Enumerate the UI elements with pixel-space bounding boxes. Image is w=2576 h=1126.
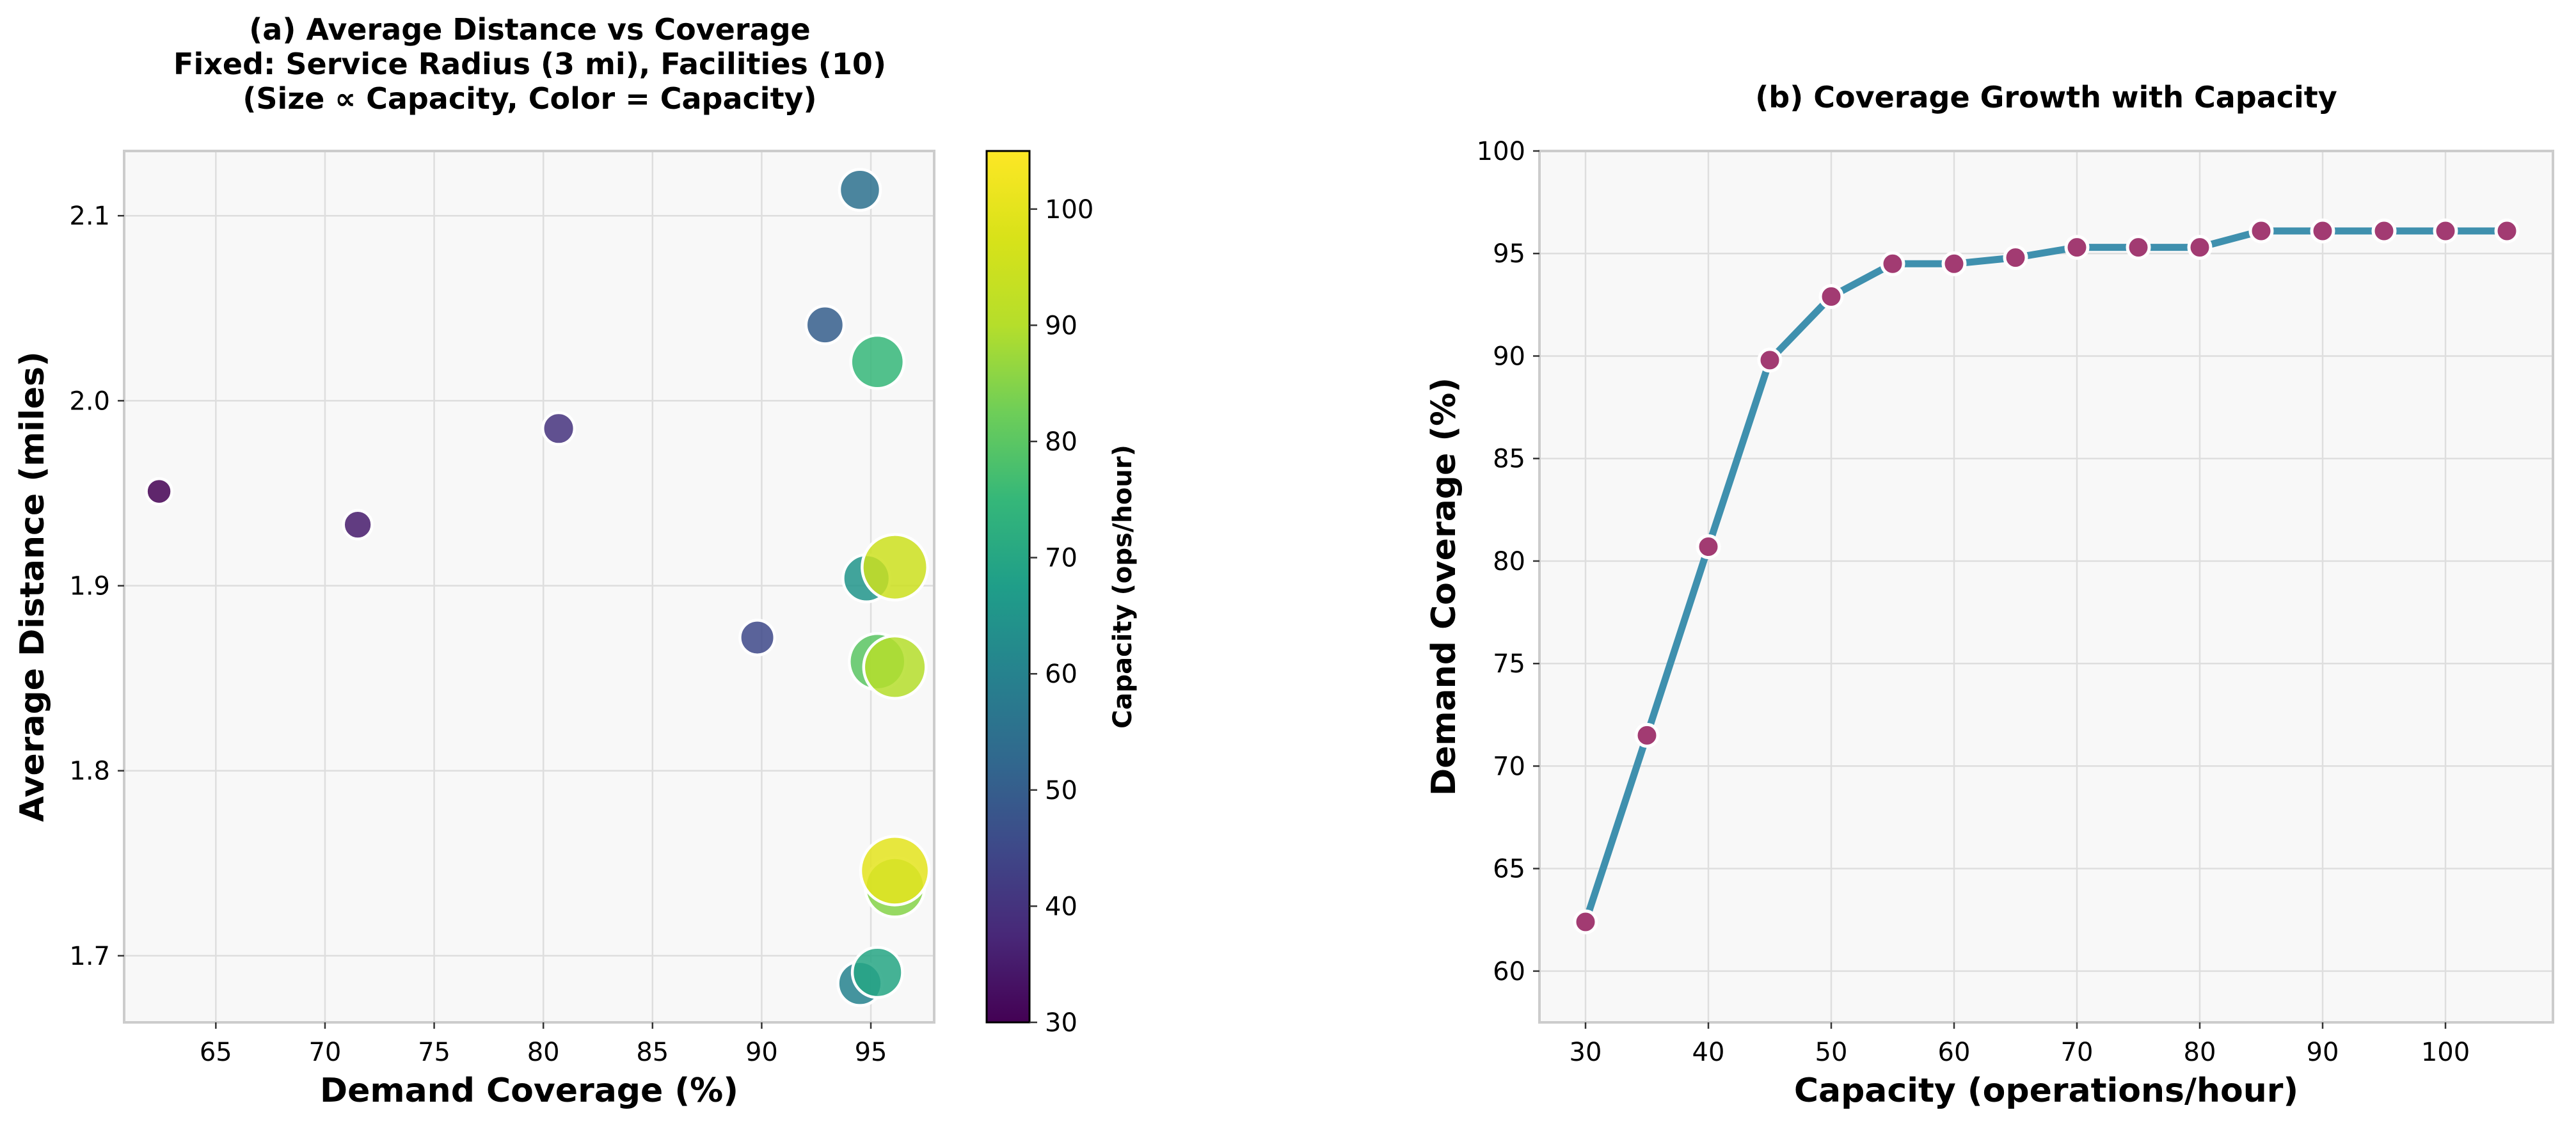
coverage-marker bbox=[2371, 218, 2397, 244]
panel-a-y-tick-label: 1.9 bbox=[69, 572, 110, 601]
scatter-point bbox=[738, 619, 777, 656]
panel-a-title-line-3: (Size ∝ Capacity, Color = Capacity) bbox=[242, 81, 816, 116]
scatter-point bbox=[804, 304, 846, 345]
panel-b-title: (b) Coverage Growth with Capacity bbox=[1755, 80, 2337, 115]
panel-b-y-tick-label: 60 bbox=[1493, 957, 1525, 987]
scatter-point bbox=[859, 835, 931, 907]
panel-b-y-tick-label: 85 bbox=[1493, 445, 1525, 474]
panel-b-x-tick-label: 80 bbox=[2184, 1038, 2216, 1067]
panel-a-x-tick-label: 90 bbox=[745, 1038, 778, 1067]
coverage-marker bbox=[2187, 235, 2213, 260]
coverage-marker bbox=[1941, 251, 1967, 276]
colorbar-tick-label: 70 bbox=[1045, 544, 1077, 573]
colorbar-tick-label: 60 bbox=[1045, 660, 1077, 689]
panel-b-y-tick-label: 65 bbox=[1493, 855, 1525, 884]
scatter-point bbox=[861, 533, 930, 602]
panel-a-x-tick-label: 80 bbox=[527, 1038, 560, 1067]
panel-b-series bbox=[1573, 218, 2520, 935]
panel-a-points bbox=[145, 168, 931, 1007]
coverage-marker bbox=[2126, 235, 2151, 260]
panel-b-y-tick-label: 95 bbox=[1493, 239, 1525, 269]
panel-b-x-tick-label: 70 bbox=[2061, 1038, 2094, 1067]
panel-a-y-tick-label: 1.7 bbox=[69, 942, 110, 971]
panel-a-ticks: 65 70 75 80 85 90 95 1.7 1.8 1.9 2.0 2.1 bbox=[69, 202, 887, 1067]
coverage-marker bbox=[2248, 218, 2274, 244]
scatter-point bbox=[849, 333, 906, 390]
coverage-marker bbox=[2310, 218, 2335, 244]
panel-b-x-tick-label: 40 bbox=[1692, 1038, 1725, 1067]
scatter-point bbox=[145, 477, 173, 506]
coverage-marker bbox=[2064, 235, 2090, 260]
panel-b-frame bbox=[1538, 150, 2554, 1024]
panel-b-x-tick-label: 90 bbox=[2307, 1038, 2339, 1067]
panel-b-y-tick-label: 100 bbox=[1477, 137, 1525, 166]
panel-b: (b) Coverage Growth with Capacity 30 40 50… bbox=[1425, 80, 2554, 1110]
coverage-marker bbox=[1880, 251, 1905, 276]
panel-a-x-tick-label: 75 bbox=[418, 1038, 450, 1067]
colorbar-tick-label: 30 bbox=[1045, 1008, 1077, 1038]
panel-a: (a) Average Distance vs Coverage Fixed: … bbox=[13, 12, 1138, 1110]
colorbar-tick-label: 100 bbox=[1045, 195, 1093, 225]
colorbar-tick-label: 40 bbox=[1045, 892, 1077, 921]
scatter-point bbox=[850, 946, 904, 999]
panel-a-x-tick-label: 70 bbox=[308, 1038, 341, 1067]
coverage-marker bbox=[1573, 909, 1598, 935]
panel-b-y-tick-label: 90 bbox=[1493, 342, 1525, 371]
panel-a-x-tick-label: 85 bbox=[636, 1038, 669, 1067]
colorbar-label: Capacity (ops/hour) bbox=[1108, 445, 1138, 729]
scatter-point bbox=[838, 168, 882, 212]
panel-b-y-tick-label: 70 bbox=[1493, 752, 1525, 781]
panel-b-x-tick-label: 30 bbox=[1570, 1038, 1602, 1067]
coverage-line bbox=[1582, 227, 2511, 926]
panel-b-plot-area bbox=[1539, 151, 2553, 1022]
scatter-point bbox=[862, 634, 928, 700]
panel-a-title-line-2: Fixed: Service Radius (3 mi), Facilities… bbox=[173, 47, 886, 81]
colorbar-ticks: 30 40 50 60 70 80 90 100 bbox=[1030, 195, 1093, 1038]
panel-a-x-axis-label: Demand Coverage (%) bbox=[320, 1072, 738, 1110]
panel-a-x-tick-label: 65 bbox=[200, 1038, 232, 1067]
colorbar-tick-label: 50 bbox=[1045, 776, 1077, 805]
coverage-marker bbox=[1818, 284, 1844, 310]
panel-a-grid bbox=[124, 151, 934, 1022]
panel-a-plot-area bbox=[124, 151, 934, 1022]
colorbar-tick-label: 90 bbox=[1045, 311, 1077, 340]
scatter-point bbox=[541, 411, 576, 446]
panel-a-title-line-1: (a) Average Distance vs Coverage bbox=[249, 12, 810, 47]
panel-b-grid bbox=[1539, 150, 2553, 1022]
panel-b-y-axis-label: Demand Coverage (%) bbox=[1425, 377, 1463, 796]
panel-a-x-tick-label: 95 bbox=[855, 1038, 887, 1067]
panel-b-x-tick-label: 50 bbox=[1815, 1038, 1848, 1067]
colorbar-tick-label: 80 bbox=[1045, 427, 1077, 457]
coverage-marker bbox=[2433, 218, 2458, 244]
scatter-point bbox=[342, 509, 374, 541]
colorbar bbox=[985, 150, 1031, 1024]
panel-a-y-tick-label: 2.0 bbox=[69, 386, 110, 416]
panel-b-y-tick-label: 80 bbox=[1493, 547, 1525, 576]
panel-b-ticks: 30 40 50 60 70 80 90 100 60 65 70 75 80 85 90 95 100 bbox=[1477, 137, 2470, 1067]
panel-a-y-axis-label: Average Distance (miles) bbox=[13, 351, 52, 822]
coverage-marker bbox=[1757, 347, 1783, 373]
coverage-marker bbox=[2494, 218, 2520, 244]
coverage-marker bbox=[2003, 245, 2028, 271]
panel-a-frame bbox=[123, 150, 935, 1024]
panel-b-x-tick-label: 60 bbox=[1938, 1038, 1971, 1067]
panel-a-y-tick-label: 1.8 bbox=[69, 757, 110, 786]
panel-a-y-tick-label: 2.1 bbox=[69, 202, 110, 231]
panel-b-y-tick-label: 75 bbox=[1493, 649, 1525, 679]
coverage-marker bbox=[1634, 722, 1660, 748]
panel-b-x-axis-label: Capacity (operations/hour) bbox=[1794, 1072, 2298, 1110]
coverage-marker bbox=[1696, 534, 1721, 560]
panel-b-x-tick-label: 100 bbox=[2421, 1038, 2470, 1067]
